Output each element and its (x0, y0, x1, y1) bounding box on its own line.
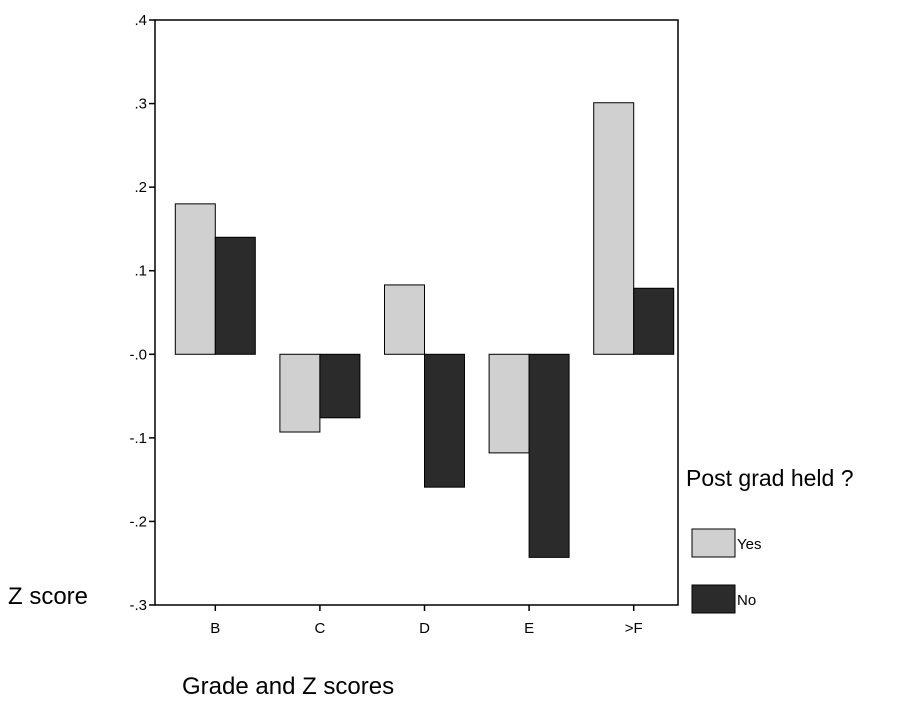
bar-yes-2 (279, 353, 321, 433)
bar-no-2 (319, 353, 361, 419)
x-tick-label: E (524, 620, 534, 637)
plot-frame (154, 19, 679, 606)
y-tick-label: -.0 (129, 346, 147, 363)
bar-yes-1 (174, 203, 216, 355)
bar-no-3 (424, 353, 465, 488)
legend-label-no: No (737, 592, 756, 609)
legend-title: Post grad held ? (686, 465, 854, 491)
bar-no-5 (633, 287, 675, 355)
x-tick-label: D (419, 620, 430, 637)
y-axis-ticks: .4 .3 .2 .1 -.0 -.1 -.2 -.3 (129, 12, 155, 614)
bar-no-1 (214, 236, 256, 355)
bar-yes-3 (384, 284, 425, 355)
x-axis-ticks: B C D E >F (210, 605, 643, 637)
legend-swatch-no (691, 584, 736, 614)
legend-label-yes: Yes (737, 536, 761, 553)
legend-swatch-yes (691, 528, 736, 558)
y-tick-label: .4 (134, 12, 147, 29)
x-tick-label: C (314, 620, 325, 637)
x-axis-label: Grade and Z scores (182, 673, 394, 700)
y-tick-label: -.1 (129, 430, 147, 447)
y-tick-label: .3 (134, 96, 147, 113)
x-tick-label: B (210, 620, 220, 637)
y-tick-label: -.3 (129, 597, 147, 614)
bar-yes-5 (593, 102, 635, 355)
y-tick-label: -.2 (129, 513, 147, 530)
bar-no-4 (528, 353, 570, 558)
bar-yes-4 (488, 353, 530, 454)
x-tick-label: >F (625, 620, 643, 637)
y-tick-label: .1 (134, 263, 147, 280)
y-tick-label: .2 (134, 179, 147, 196)
y-axis-label: Z score (8, 583, 88, 610)
bars-group (174, 102, 675, 558)
